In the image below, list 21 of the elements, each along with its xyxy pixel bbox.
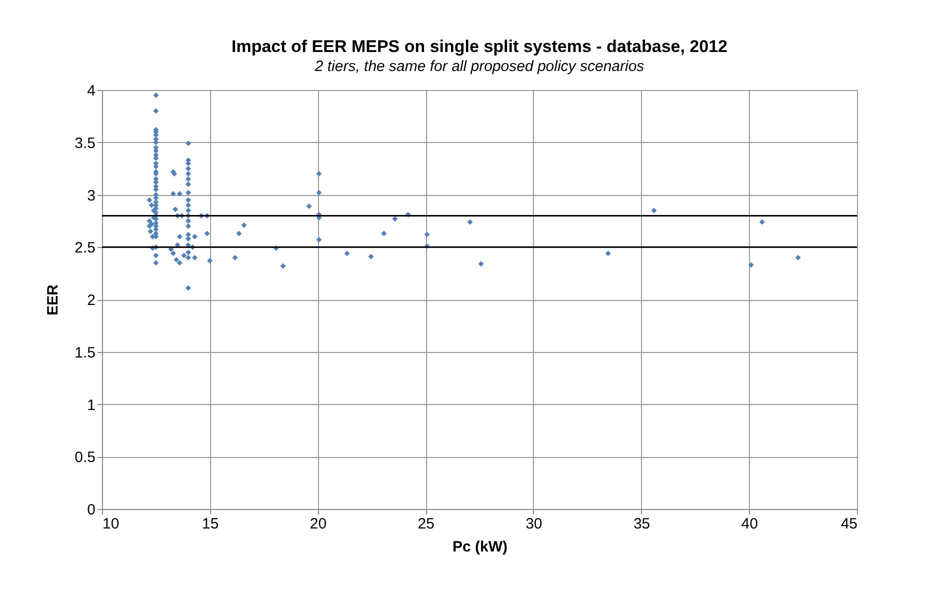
chart-subtitle: 2 tiers, the same for all proposed policy scenarios (314, 58, 645, 75)
y-tick-label: 0.5 (74, 449, 96, 466)
y-tick-label: 2.5 (74, 240, 96, 257)
x-tick-label: 35 (633, 516, 650, 532)
x-tick-label: 25 (418, 516, 434, 532)
chart-title: Impact of EER MEPS on single split systems - database, 2012 (232, 37, 728, 56)
x-tick-label: 45 (840, 516, 858, 532)
y-tick-label: 1.5 (74, 344, 96, 362)
y-tick-label: 4 (87, 82, 96, 100)
x-tick-label: 40 (741, 516, 758, 532)
y-tick-label: 2 (87, 292, 96, 309)
x-tick-label: 15 (202, 516, 219, 532)
x-tick-label: 20 (310, 516, 327, 532)
x-tick-label: 10 (102, 516, 120, 532)
x-tick-label: 30 (526, 516, 542, 532)
y-tick-label: 0 (87, 502, 96, 518)
y-tick-label: 3 (87, 187, 96, 204)
x-axis-title: Pc (kW) (452, 538, 508, 556)
y-axis-title: EER (44, 284, 62, 316)
y-tick-label: 3.5 (74, 134, 96, 152)
y-tick-label: 1 (87, 396, 96, 414)
